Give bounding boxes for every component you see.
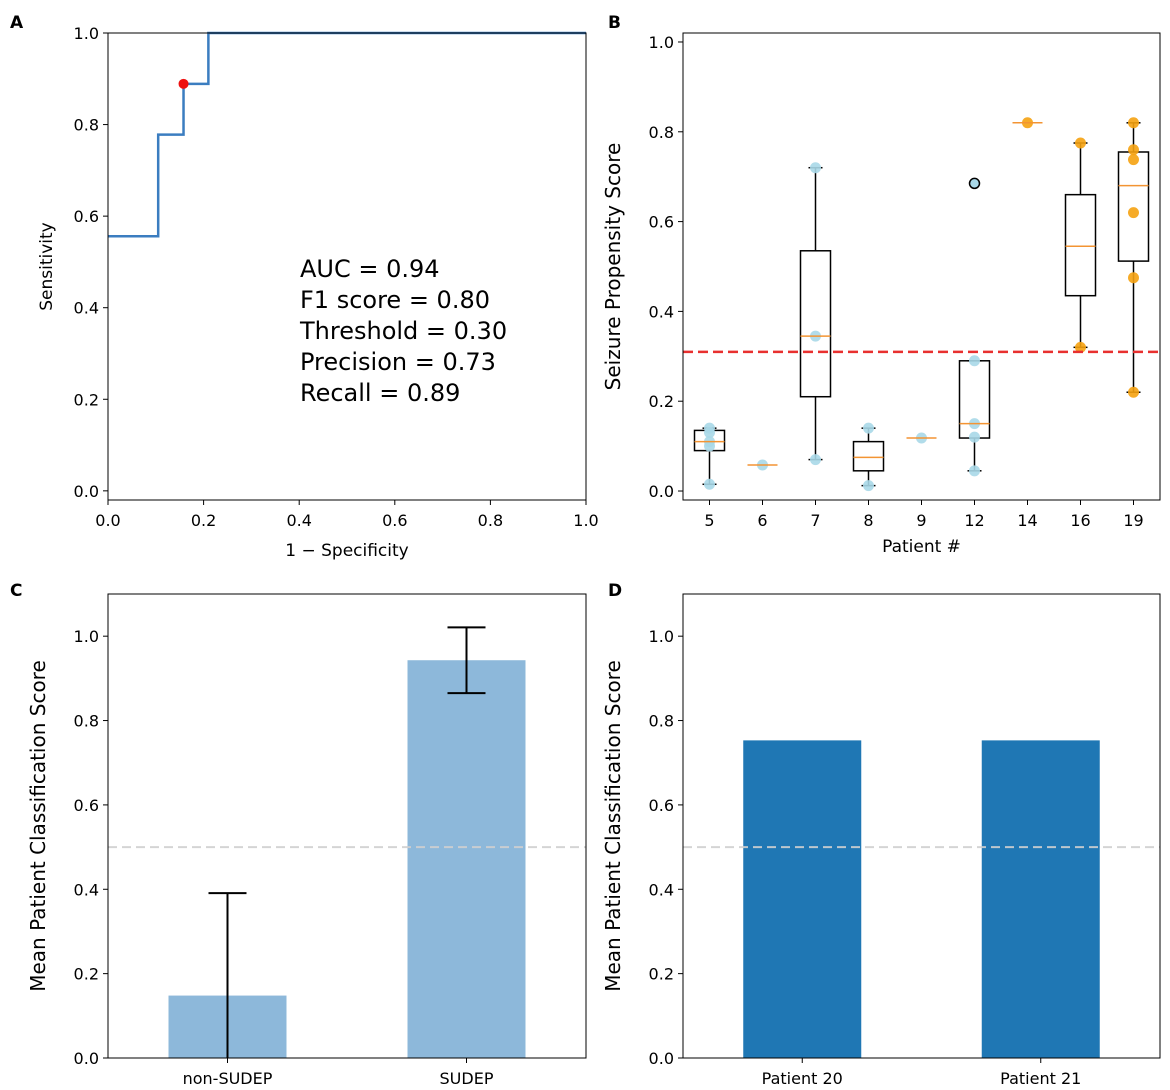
score-point [1128, 272, 1139, 284]
patient-ylabel: Mean Patient Classification Score [601, 660, 625, 992]
score-point [969, 355, 980, 367]
roc-ytick-label: 1.0 [74, 24, 99, 43]
roc-ylabel: Sensitivity [37, 222, 57, 311]
roc-ytick-label: 0.6 [74, 207, 99, 226]
metric-annotation: Precision = 0.73 [300, 348, 496, 376]
score-point [1075, 341, 1086, 353]
sudep-bar [407, 660, 526, 1058]
box-outlier [968, 177, 981, 190]
score-point [810, 454, 821, 466]
score-point [704, 422, 715, 434]
box-body [1064, 193, 1097, 297]
panel-a-letter: A [10, 13, 24, 33]
patient-ytick-label: 0.6 [649, 796, 674, 815]
roc-xlabel: 1 − Specificity [285, 541, 408, 561]
metric-annotation: F1 score = 0.80 [300, 286, 490, 314]
score-point [1128, 207, 1139, 219]
operating-point-marker [178, 78, 189, 89]
sudep-plot-frame [107, 593, 587, 1059]
patient-xtick-label: 14 [1017, 511, 1037, 530]
score-point [863, 422, 874, 434]
sudep-ytick-label: 0.6 [74, 796, 99, 815]
box-ytick-label: 0.0 [649, 482, 674, 501]
sudep-bar-panel: non-SUDEP SUDEP 0.0 0.2 0.4 0.6 0.8 1.0 Mean Pat… [26, 593, 587, 1088]
roc-ytick-label: 0.2 [74, 390, 99, 409]
roc-xtick-label: 0.0 [95, 511, 120, 530]
patient-xtick-label: 16 [1070, 511, 1090, 530]
metric-annotation: Threshold = 0.30 [299, 317, 507, 345]
box-body [799, 250, 832, 398]
patient-category-label: Patient 21 [1000, 1069, 1081, 1088]
patient-xtick-label: 6 [757, 511, 767, 530]
patient-plot-frame [682, 593, 1161, 1059]
patient-ytick-label: 0.0 [649, 1049, 674, 1068]
box-body [852, 440, 885, 472]
patient-category-label: Patient 20 [762, 1069, 843, 1088]
box-ytick-label: 1.0 [649, 33, 674, 52]
roc-plot-frame [107, 32, 587, 501]
score-point [1128, 386, 1139, 398]
box-ytick-label: 0.6 [649, 213, 674, 232]
roc-xtick-label: 1.0 [573, 511, 598, 530]
sudep-ytick-label: 0.8 [74, 712, 99, 731]
sudep-category-label: non-SUDEP [183, 1069, 273, 1088]
metric-annotation: AUC = 0.94 [300, 255, 440, 283]
score-point [1128, 117, 1139, 129]
patient-xtick-label: 5 [704, 511, 714, 530]
patient-xtick-label: 8 [863, 511, 873, 530]
box-ytick-label: 0.2 [649, 392, 674, 411]
patient-ytick-label: 0.8 [649, 712, 674, 731]
box-xlabel: Patient # [882, 537, 961, 557]
box-plot-frame [682, 32, 1161, 501]
patient-bar-panel: Patient 20 Patient 21 0.0 0.2 0.4 0.6 0.8 1.0 Me… [601, 593, 1161, 1088]
box-ytick-label: 0.4 [649, 302, 674, 321]
patient-bar [981, 740, 1100, 1058]
panel-c-letter: C [10, 581, 22, 601]
patient-bar [743, 740, 862, 1058]
roc-xtick-label: 0.4 [286, 511, 311, 530]
roc-curve-line [108, 31, 586, 238]
boxplot-panel: 5 6 7 8 9 12 14 16 19 0.0 0.2 0.4 0.6 0.8 1.0 Patient #… [601, 32, 1161, 557]
box-body [1117, 151, 1150, 262]
roc-panel: 0.0 0.2 0.4 0.6 0.8 1.0 0.0 0.2 0.4 0.6 0.8 1.0 1 − … [37, 24, 599, 561]
patient-xtick-label: 19 [1123, 511, 1143, 530]
roc-xtick-label: 0.8 [478, 511, 503, 530]
patient-ytick-label: 1.0 [649, 627, 674, 646]
score-point [704, 478, 715, 490]
score-point [1075, 137, 1086, 149]
sudep-ytick-label: 1.0 [74, 627, 99, 646]
patient-ytick-label: 0.4 [649, 880, 674, 899]
patient-xtick-label: 12 [964, 511, 984, 530]
roc-ytick-label: 0.8 [74, 116, 99, 135]
score-point [810, 162, 821, 174]
sudep-ytick-label: 0.2 [74, 965, 99, 984]
patient-xtick-label: 9 [916, 511, 926, 530]
roc-ytick-label: 0.4 [74, 299, 99, 318]
sudep-ytick-label: 0.0 [74, 1049, 99, 1068]
roc-ytick-label: 0.0 [74, 482, 99, 501]
score-point [863, 480, 874, 492]
score-point [1128, 154, 1139, 166]
metric-annotation: Recall = 0.89 [300, 379, 460, 407]
sudep-category-label: SUDEP [440, 1069, 494, 1088]
roc-xtick-label: 0.2 [191, 511, 216, 530]
sudep-ylabel: Mean Patient Classification Score [26, 660, 50, 992]
score-point [969, 431, 980, 443]
panel-b-letter: B [608, 13, 621, 33]
box-ylabel: Seizure Propensity Score [601, 143, 625, 391]
patient-xtick-label: 7 [810, 511, 820, 530]
panel-d-letter: D [608, 581, 622, 601]
score-point [969, 465, 980, 477]
box-ytick-label: 0.8 [649, 123, 674, 142]
roc-xtick-label: 0.6 [382, 511, 407, 530]
sudep-ytick-label: 0.4 [74, 880, 99, 899]
patient-ytick-label: 0.2 [649, 965, 674, 984]
score-point [1128, 144, 1139, 156]
